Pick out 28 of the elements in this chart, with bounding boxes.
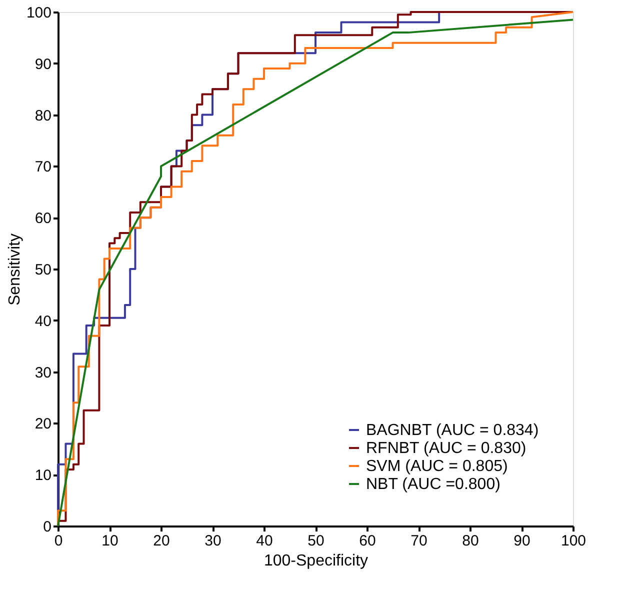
x-tick-label: 50 (308, 532, 324, 550)
x-tick-label: 100 (560, 532, 586, 550)
y-tick-label: 80 (34, 107, 52, 124)
y-axis-title: Sensitivity (6, 233, 24, 306)
y-tick-label: 0 (43, 518, 52, 536)
x-axis-title: 100-Specificity (264, 552, 368, 570)
y-tick-label: 30 (34, 364, 52, 382)
y-tick-label: 50 (34, 262, 52, 278)
x-tick-label: 40 (256, 532, 273, 550)
x-tick-label: 90 (514, 532, 530, 550)
y-tick-label: 100 (26, 4, 52, 22)
legend-label: RFNBT (AUC = 0.830) (366, 440, 526, 457)
y-tick-label: 40 (34, 312, 52, 330)
x-tick-label: 80 (462, 532, 479, 550)
y-tick-label: 70 (34, 158, 52, 176)
y-tick-label: 60 (34, 210, 52, 228)
x-tick-label: 70 (410, 532, 428, 550)
legend-label: BAGNBT (AUC = 0.834) (366, 422, 539, 439)
x-tick-label: 60 (359, 532, 376, 550)
y-tick-label: 90 (34, 56, 52, 73)
x-tick-label: 30 (204, 532, 222, 550)
legend-label: NBT (AUC =0.800) (366, 476, 500, 493)
y-tick-label: 10 (34, 467, 52, 484)
x-tick-label: 0 (54, 532, 63, 550)
y-tick-label: 20 (34, 416, 52, 433)
x-tick-label: 20 (153, 532, 170, 550)
x-tick-label: 10 (102, 532, 118, 550)
legend-label: SVM (AUC = 0.805) (366, 458, 508, 475)
